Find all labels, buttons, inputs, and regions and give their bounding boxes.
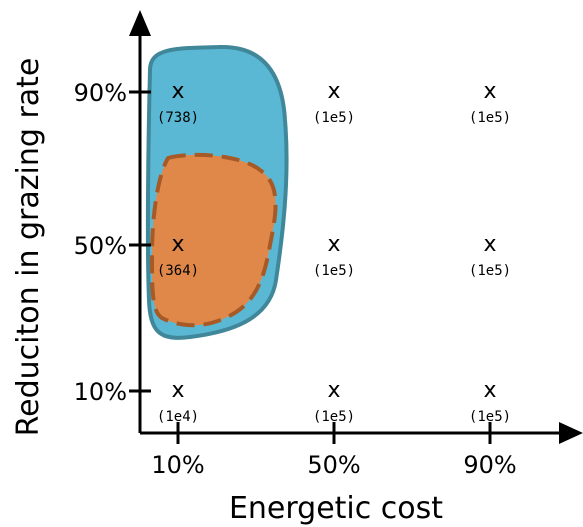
point-value-label: (738) (157, 110, 199, 126)
point-marker: x (483, 79, 496, 104)
x-tick-label: 90% (463, 451, 516, 479)
point-marker: x (327, 79, 340, 104)
point-marker: x (327, 232, 340, 257)
x-tick-label: 10% (151, 451, 204, 479)
y-axis-arrowhead (129, 10, 151, 36)
x-axis-label: Energetic cost (229, 491, 443, 526)
axes (129, 10, 583, 444)
x-axis-arrowhead (559, 422, 583, 444)
regions (145, 44, 289, 340)
y-tick-label: 90% (74, 79, 127, 107)
x-tick-label: 50% (307, 451, 360, 479)
point-marker: x (327, 378, 340, 403)
point-value-label: (1e4) (157, 409, 199, 425)
point-value-label: (1e5) (469, 263, 511, 279)
region-2 (150, 152, 278, 328)
y-tick-label: 10% (74, 378, 127, 406)
point-marker: x (483, 232, 496, 257)
point-value-label: (1e5) (313, 409, 355, 425)
point-value-label: (1e5) (469, 409, 511, 425)
data-points: x (738) x (1e5) x (1e5) x (364) x (1e5) x (1e5) x (1e… (157, 79, 511, 425)
point-value-label: (1e5) (313, 263, 355, 279)
point-marker: x (171, 79, 184, 104)
y-axis-label: Reduciton in grazing rate (11, 58, 46, 437)
point-value-label: (1e5) (313, 110, 355, 126)
point-marker: x (483, 378, 496, 403)
point-marker: x (171, 232, 184, 257)
point-value-label: (364) (157, 263, 199, 279)
y-tick-label: 50% (74, 232, 127, 260)
point-marker: x (171, 378, 184, 403)
ticks: 10% 50% 90% 10% 50% 90% (74, 79, 517, 479)
point-value-label: (1e5) (469, 110, 511, 126)
